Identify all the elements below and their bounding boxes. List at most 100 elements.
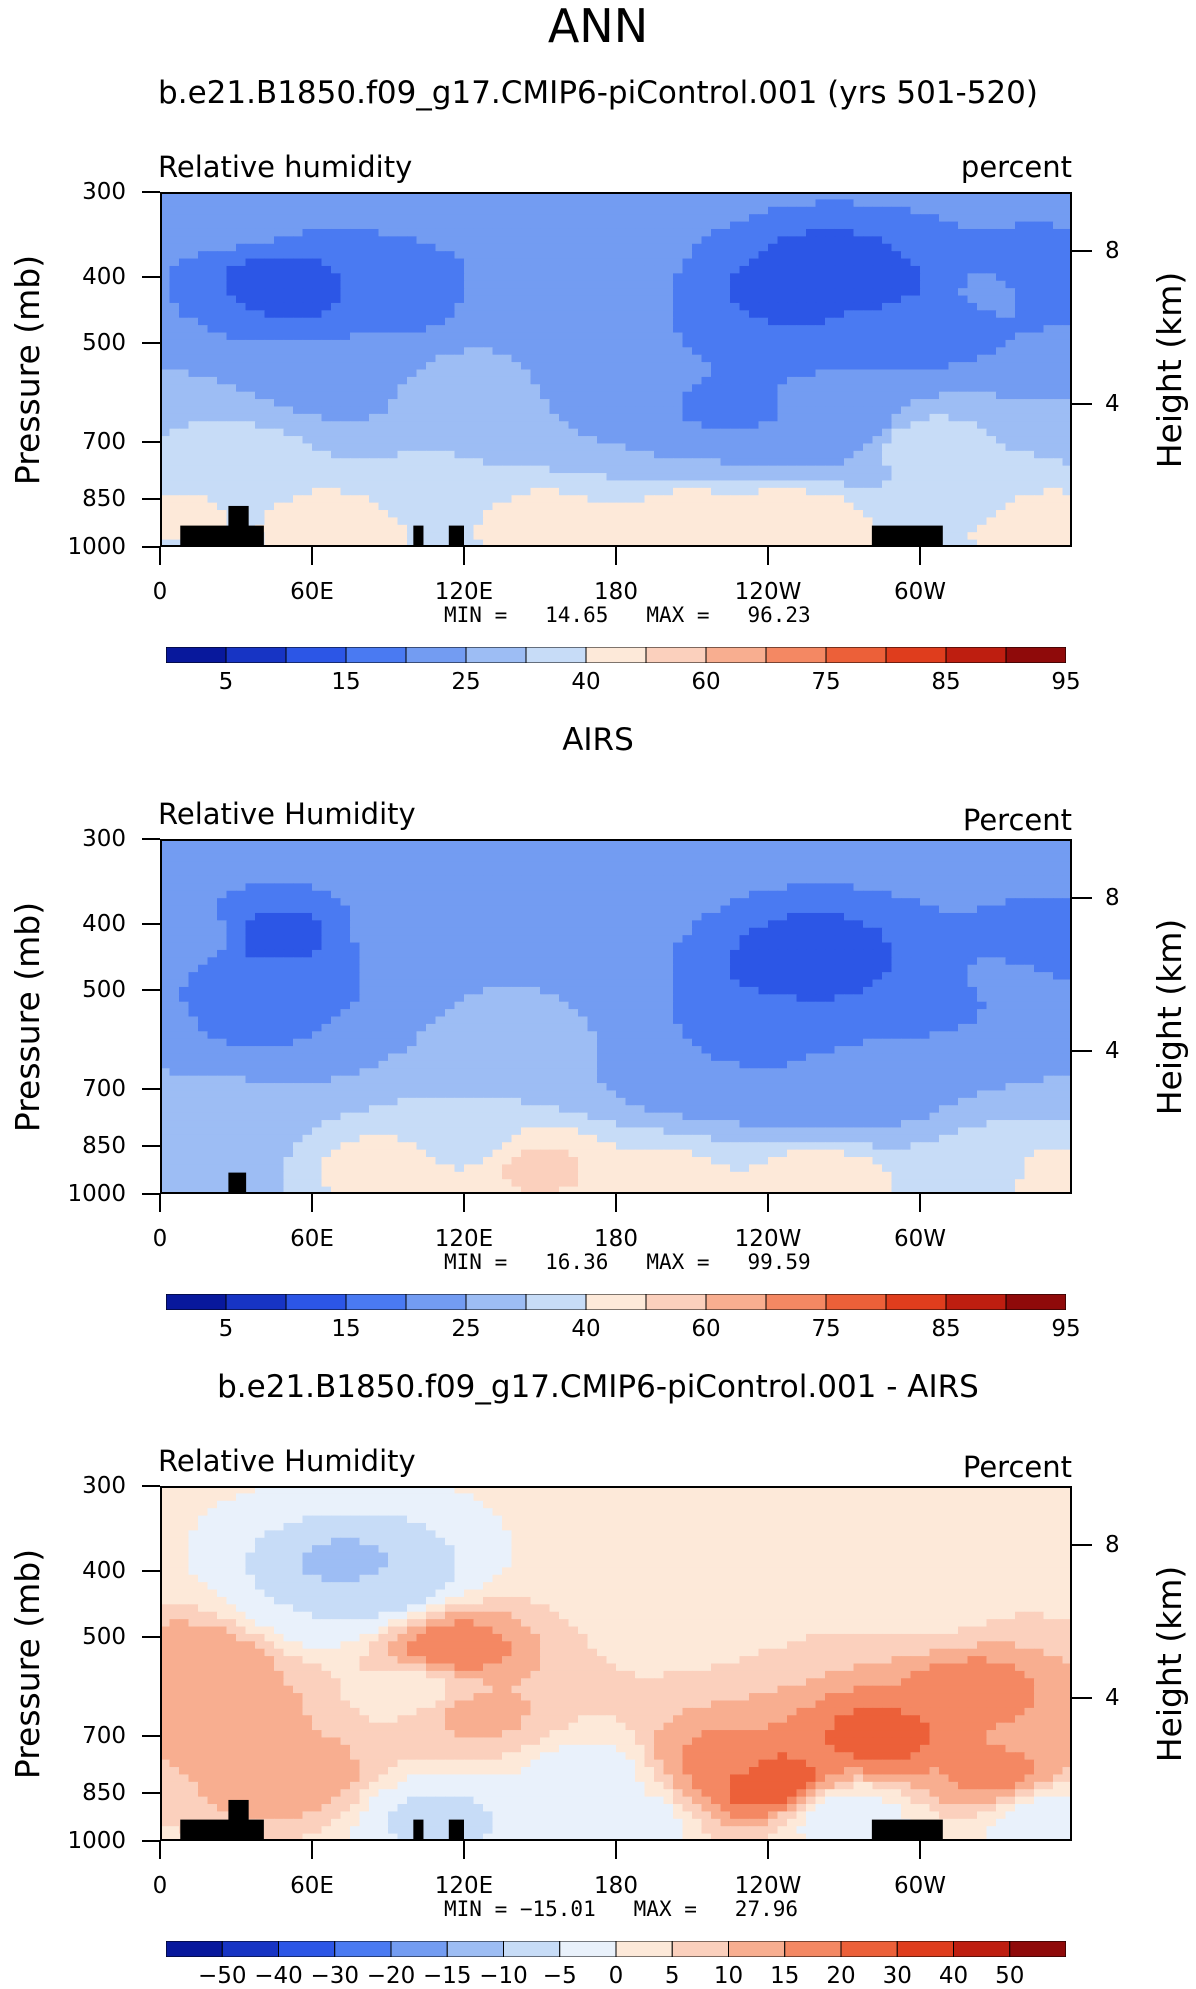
contour-cell bbox=[778, 266, 788, 274]
contour-cell bbox=[521, 266, 531, 274]
contour-cell bbox=[227, 392, 237, 400]
contour-cell bbox=[854, 488, 864, 496]
contour-cell bbox=[217, 436, 227, 444]
contour-cell bbox=[284, 273, 294, 281]
contour-cell bbox=[398, 303, 408, 311]
contour-cell bbox=[417, 854, 427, 862]
contour-cell bbox=[939, 325, 949, 333]
contour-cell bbox=[816, 207, 826, 215]
contour-cell bbox=[844, 362, 854, 370]
contour-cell bbox=[664, 525, 674, 533]
contour-cell bbox=[721, 266, 731, 274]
contour-cell bbox=[569, 259, 579, 267]
contour-cell bbox=[825, 854, 835, 862]
contour-cell bbox=[255, 199, 265, 207]
contour-cell bbox=[901, 451, 911, 459]
contour-cell bbox=[987, 846, 997, 854]
y-axis-right-title: Height (km) bbox=[1152, 230, 1188, 510]
contour-cell bbox=[1044, 377, 1054, 385]
contour-cell bbox=[787, 288, 797, 296]
contour-cell bbox=[445, 429, 455, 437]
contour-cell bbox=[236, 443, 246, 451]
contour-cell bbox=[768, 281, 778, 289]
contour-cell bbox=[588, 451, 598, 459]
contour-cell bbox=[854, 199, 864, 207]
contour-cell bbox=[854, 333, 864, 341]
contour-cell bbox=[512, 251, 522, 259]
contour-cell bbox=[521, 347, 531, 355]
contour-cell bbox=[816, 251, 826, 259]
contour-cell bbox=[996, 854, 1006, 862]
contour-cell bbox=[502, 458, 512, 466]
contour-cell bbox=[426, 503, 436, 511]
contour-cell bbox=[835, 355, 845, 363]
contour-cell bbox=[578, 466, 588, 474]
contour-cell bbox=[189, 251, 199, 259]
contour-cell bbox=[550, 236, 560, 244]
contour-cell bbox=[1006, 207, 1016, 215]
contour-cell bbox=[892, 510, 902, 518]
contour-cell bbox=[1015, 199, 1025, 207]
contour-cell bbox=[170, 451, 180, 459]
contour-cell bbox=[189, 503, 199, 511]
contour-cell bbox=[768, 355, 778, 363]
contour-cell bbox=[426, 362, 436, 370]
contour-cell bbox=[721, 273, 731, 281]
contour-cell bbox=[749, 414, 759, 422]
contour-cell bbox=[540, 854, 550, 862]
contour-cell bbox=[616, 266, 626, 274]
contour-cell bbox=[607, 288, 617, 296]
contour-cell bbox=[901, 288, 911, 296]
contour-cell bbox=[531, 347, 541, 355]
contour-cell bbox=[749, 503, 759, 511]
contour-cell bbox=[483, 414, 493, 422]
contour-cell bbox=[616, 347, 626, 355]
contour-cell bbox=[778, 296, 788, 304]
contour-cell bbox=[873, 429, 883, 437]
contour-cell bbox=[303, 443, 313, 451]
contour-cell bbox=[521, 318, 531, 326]
contour-cell bbox=[379, 318, 389, 326]
contour-cell bbox=[445, 451, 455, 459]
contour-cell bbox=[844, 399, 854, 407]
contour-cell bbox=[227, 340, 237, 348]
contour-cell bbox=[502, 473, 512, 481]
contour-cell bbox=[939, 318, 949, 326]
contour-cell bbox=[502, 199, 512, 207]
contour-cell bbox=[512, 443, 522, 451]
contour-cell bbox=[787, 854, 797, 862]
contour-cell bbox=[265, 429, 275, 437]
contour-cell bbox=[398, 392, 408, 400]
contour-cell bbox=[863, 846, 873, 854]
contour-cell bbox=[274, 532, 284, 540]
contour-cell bbox=[312, 266, 322, 274]
contour-cell bbox=[417, 207, 427, 215]
contour-cell bbox=[388, 421, 398, 429]
contour-cell bbox=[930, 443, 940, 451]
contour-cell bbox=[597, 488, 607, 496]
contour-cell bbox=[312, 466, 322, 474]
contour-cell bbox=[198, 495, 208, 503]
contour-cell bbox=[1006, 473, 1016, 481]
contour-cell bbox=[882, 251, 892, 259]
contour-cell bbox=[901, 244, 911, 252]
contour-cell bbox=[436, 296, 446, 304]
contour-cell bbox=[588, 377, 598, 385]
contour-cell bbox=[322, 355, 332, 363]
contour-cell bbox=[939, 384, 949, 392]
contour-cell bbox=[341, 517, 351, 525]
contour-cell bbox=[844, 503, 854, 511]
y-axis-title: Pressure (mb) bbox=[10, 210, 46, 530]
contour-cell bbox=[939, 443, 949, 451]
contour-cell bbox=[939, 310, 949, 318]
contour-cell bbox=[1015, 244, 1025, 252]
contour-cell bbox=[559, 229, 569, 237]
contour-cell bbox=[255, 251, 265, 259]
contour-cell bbox=[227, 303, 237, 311]
contour-field bbox=[160, 839, 1072, 1194]
contour-cell bbox=[588, 384, 598, 392]
contour-cell bbox=[464, 451, 474, 459]
contour-cell bbox=[179, 303, 189, 311]
contour-cell bbox=[683, 443, 693, 451]
contour-cell bbox=[683, 510, 693, 518]
